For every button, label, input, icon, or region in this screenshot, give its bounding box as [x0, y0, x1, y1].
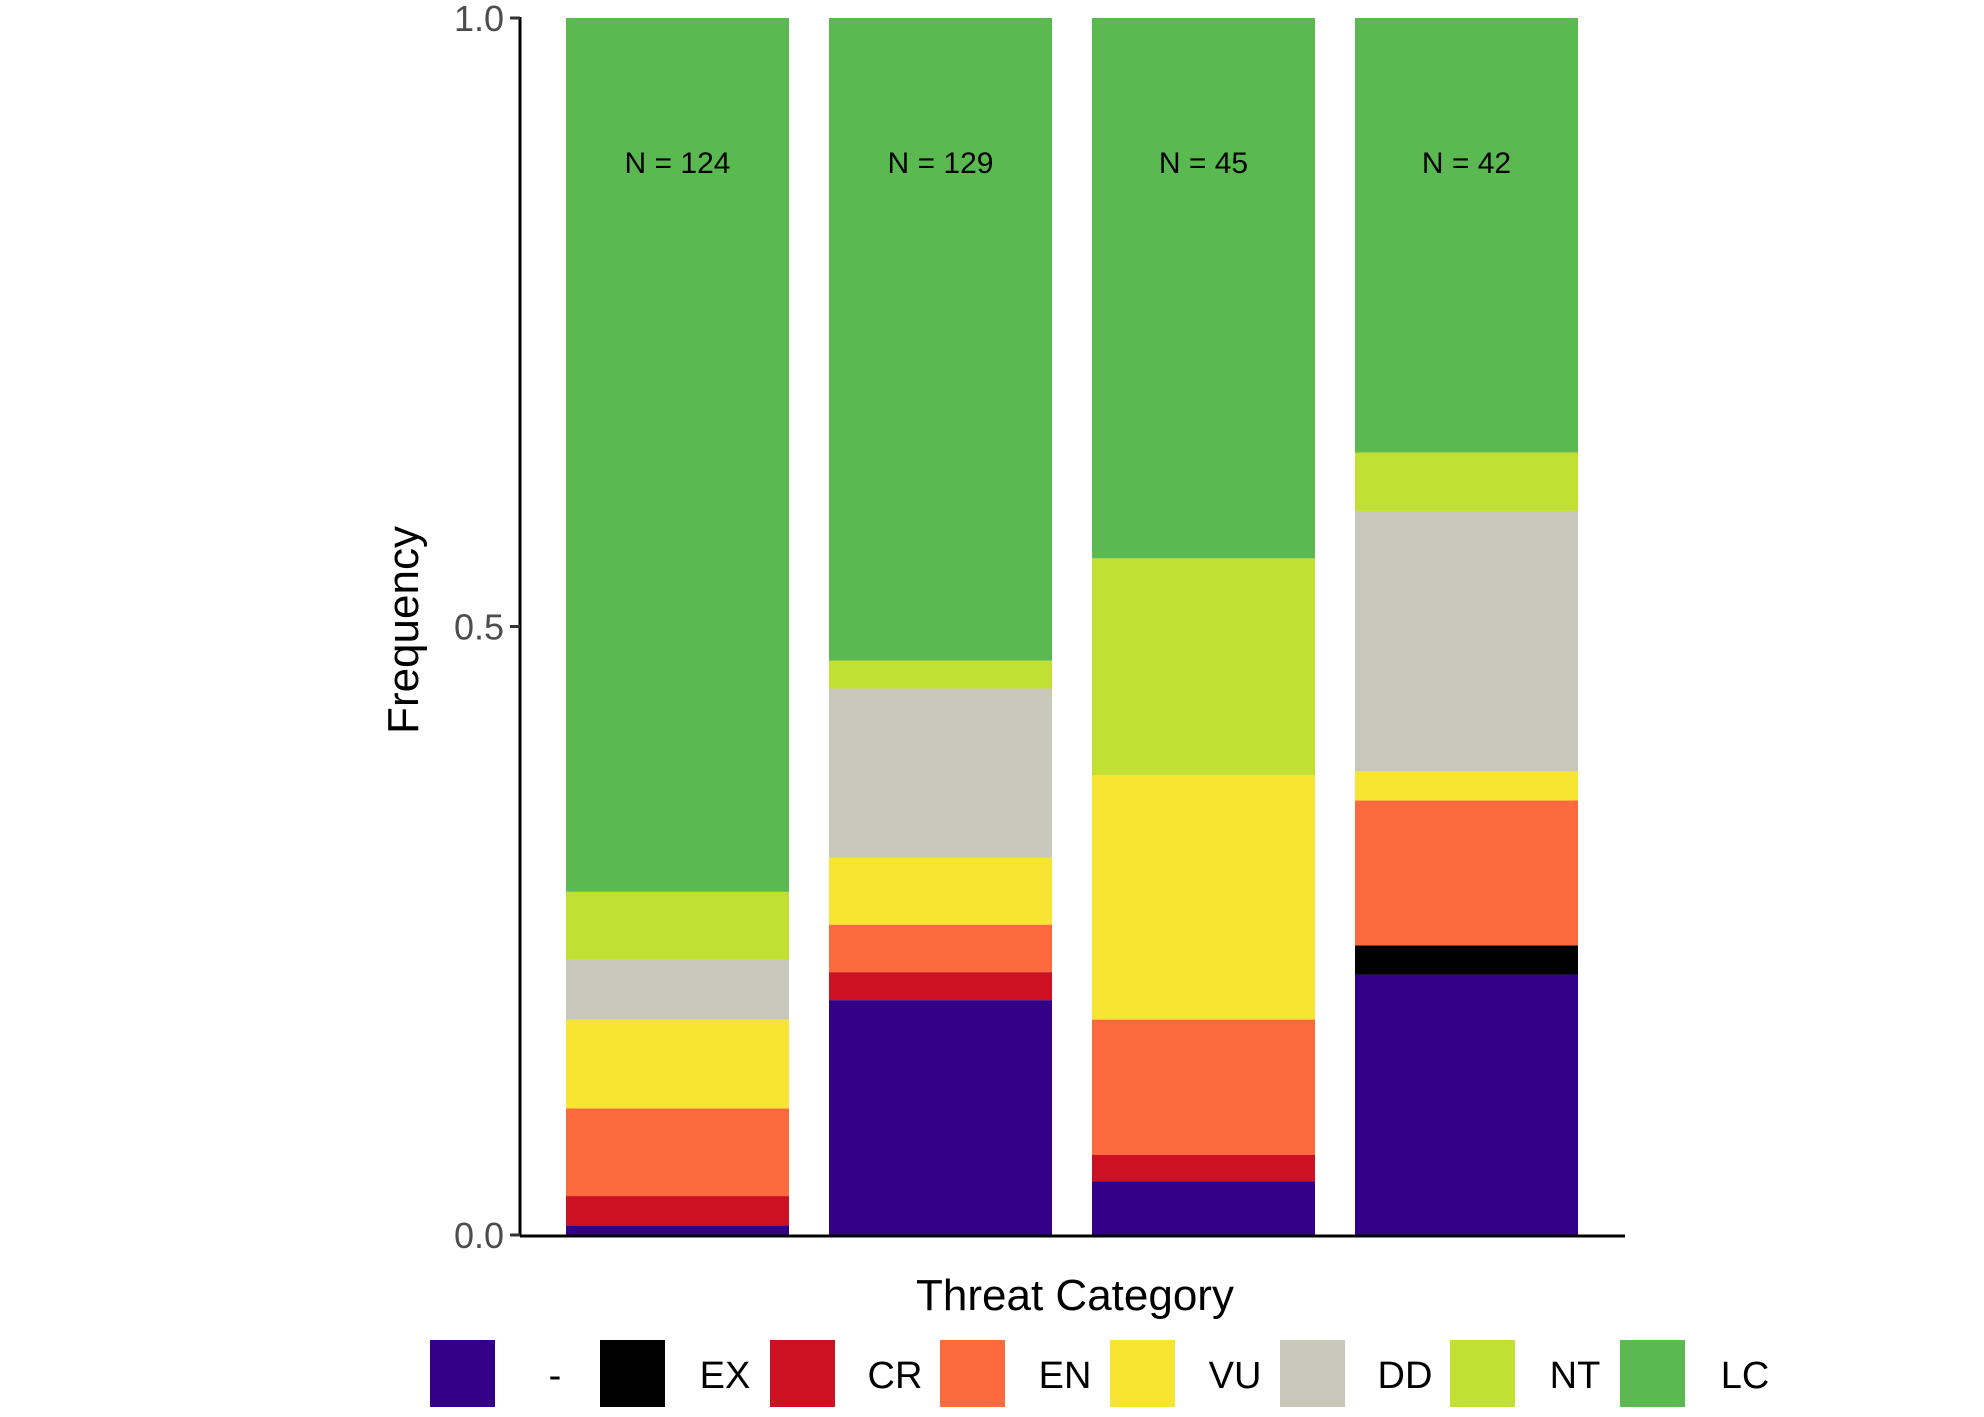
bar-4-segment-nt: [1355, 452, 1578, 511]
legend-label-unassessed: -: [549, 1355, 562, 1397]
legend-label-nt: NT: [1550, 1355, 1601, 1397]
bar-1-segment-nt: [566, 891, 789, 960]
y-axis-label: Frequency: [379, 526, 428, 734]
bar-4-segment-ex: [1355, 945, 1578, 975]
legend-key-lc: [1620, 1340, 1685, 1407]
bar-3-segment-nt: [1092, 558, 1315, 775]
legend-key-cr: [770, 1340, 835, 1407]
legend-label-dd: DD: [1378, 1355, 1433, 1397]
legend-label-lc: LC: [1721, 1355, 1770, 1397]
bar-1-segment-en: [566, 1108, 789, 1197]
y-tick-label: 0.5: [454, 607, 504, 648]
legend-label-ex: EX: [700, 1355, 751, 1397]
bar-2-segment-unassessed: [829, 1000, 1052, 1235]
legend-label-cr: CR: [868, 1355, 923, 1397]
axes: 0.0 0.5 1.0: [454, 0, 1625, 1256]
legend-key-vu: [1110, 1340, 1175, 1407]
legend-key-en: [940, 1340, 1005, 1407]
legend-key-dd: [1280, 1340, 1345, 1407]
y-tick-label: 1.0: [454, 0, 504, 39]
legend-label-en: EN: [1039, 1355, 1092, 1397]
bar-count-labels: N = 124 N = 129 N = 45 N = 42: [625, 147, 1512, 180]
bar-1-segment-dd: [566, 959, 789, 1020]
legend-key-nt: [1450, 1340, 1515, 1407]
bar-4-segment-vu: [1355, 771, 1578, 801]
legend-key-unassessed: [430, 1340, 495, 1407]
legend-label-vu: VU: [1209, 1355, 1262, 1397]
legend: - EX CR EN VU DD NT LC: [430, 1340, 1769, 1407]
legend-key-ex: [600, 1340, 665, 1407]
bar-3-segment-lc: [1092, 18, 1315, 559]
bar-1-count-label: N = 124: [625, 147, 731, 180]
bar-1-segment-unassessed: [566, 1225, 789, 1235]
bar-2-segment-nt: [829, 660, 1052, 689]
bar-1-segment-lc: [566, 18, 789, 892]
bar-2-segment-vu: [829, 857, 1052, 925]
bar-4-segment-unassessed: [1355, 974, 1578, 1235]
bar-4-segment-lc: [1355, 18, 1578, 453]
bar-2-segment-lc: [829, 18, 1052, 661]
bar-3-count-label: N = 45: [1159, 147, 1248, 180]
bar-4-count-label: N = 42: [1422, 147, 1511, 180]
bar-2-segment-en: [829, 924, 1052, 973]
bar-4-segment-dd: [1355, 510, 1578, 772]
y-tick-label: 0.0: [454, 1215, 504, 1256]
bar-2-segment-dd: [829, 688, 1052, 858]
bar-2-count-label: N = 129: [888, 147, 994, 180]
bar-3-segment-unassessed: [1092, 1181, 1315, 1235]
bar-3-segment-vu: [1092, 774, 1315, 1020]
bar-1-segment-cr: [566, 1196, 789, 1226]
x-axis-label: Threat Category: [916, 1271, 1234, 1320]
bars-layer: [566, 18, 1578, 1235]
bar-3-segment-cr: [1092, 1154, 1315, 1182]
bar-3-segment-en: [1092, 1019, 1315, 1155]
bar-2-segment-cr: [829, 972, 1052, 1001]
bar-4-segment-en: [1355, 800, 1578, 946]
bar-1-segment-vu: [566, 1019, 789, 1109]
